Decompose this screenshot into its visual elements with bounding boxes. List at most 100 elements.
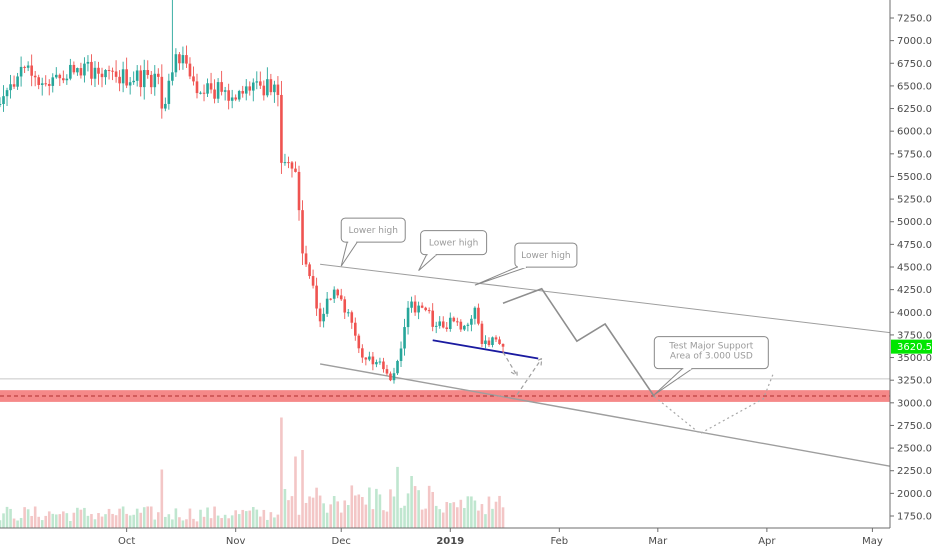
candle-body (420, 305, 424, 308)
y-tick-label: 2750.0 (897, 421, 932, 432)
y-tick-label: 6000.0 (897, 127, 932, 138)
candle-body (12, 84, 16, 87)
volume-bar (100, 516, 104, 528)
candle-body (304, 253, 308, 265)
volume-bar (65, 513, 69, 528)
candle-body (33, 75, 37, 78)
candle-body (192, 76, 195, 82)
callout-text: Test Major Support (668, 342, 753, 352)
y-tick-label: 7250.0 (897, 14, 932, 25)
candle-body (135, 70, 139, 81)
volume-bar (125, 513, 128, 528)
candle-body (431, 310, 434, 327)
volume-bar (389, 489, 392, 528)
volume-bar (132, 514, 135, 528)
volume-bar (90, 514, 93, 528)
callout-box (653, 336, 769, 370)
candle-body (90, 61, 93, 79)
candle-body (44, 83, 48, 85)
volume-bar (44, 515, 48, 528)
candle-body (410, 301, 413, 308)
candle-body (311, 276, 315, 286)
volume-bar (62, 511, 65, 528)
candle-body (237, 91, 241, 100)
candle-body (389, 373, 392, 381)
volume-bar (188, 508, 192, 528)
callout: Lower high (474, 242, 578, 286)
volume-bar (220, 518, 223, 528)
projection-path (502, 287, 655, 397)
volume-bar (5, 506, 9, 528)
candle-body (65, 78, 69, 81)
y-tick-label: 4500.0 (897, 263, 932, 274)
callout-box (514, 242, 578, 268)
volume-bar (290, 496, 294, 528)
volume-bar (420, 509, 424, 528)
volume-bar (251, 507, 255, 528)
volume-bar (93, 519, 97, 528)
volume-bars (0, 417, 505, 528)
candle-body (378, 361, 382, 363)
candle-body (111, 70, 114, 72)
y-tick-label: 4250.0 (897, 285, 932, 296)
volume-bar (339, 512, 343, 528)
candle-body (491, 337, 494, 345)
candle-body (448, 317, 452, 329)
volume-bar (346, 505, 350, 528)
volume-bar (354, 495, 357, 528)
short-trendline (432, 339, 539, 360)
candle-body (142, 70, 146, 88)
volume-bar (459, 499, 463, 528)
projection-arrow (516, 358, 543, 396)
volume-bar (318, 495, 322, 528)
volume-bar (139, 512, 143, 528)
volume-bar (114, 515, 118, 528)
candle-body (308, 264, 311, 277)
volume-bar (58, 514, 62, 528)
volume-bar (135, 508, 139, 528)
candle-body (107, 70, 111, 72)
candle-body (79, 68, 83, 76)
candle-body (385, 369, 389, 374)
candle-body (9, 84, 12, 91)
candle-body (322, 313, 325, 322)
candle-body (354, 322, 357, 336)
candle-body (128, 82, 132, 86)
candle-body (287, 162, 290, 164)
candle-body (5, 90, 9, 97)
volume-bar (69, 521, 72, 528)
callout-pointer (418, 254, 438, 271)
volume-bar (297, 514, 301, 528)
y-tick-label: 6250.0 (897, 104, 932, 115)
candle-body (167, 80, 171, 104)
volume-bar (83, 507, 86, 528)
candle-body (434, 325, 438, 327)
candle-body (188, 63, 192, 77)
candle-body (171, 72, 174, 81)
y-tick-label: 7000.0 (897, 36, 932, 47)
candle-body (494, 337, 498, 340)
volume-bar (30, 515, 33, 528)
y-tick-label: 5750.0 (897, 149, 932, 160)
candle-body (343, 299, 347, 313)
callouts: Lower high Lower high Lower high Test Major… (340, 217, 769, 396)
last-price-badge (891, 339, 932, 354)
volume-bar (392, 496, 396, 528)
candle-body (456, 321, 459, 323)
y-tick-label: 2250.0 (897, 466, 932, 477)
candle-body (157, 73, 160, 77)
y-tick-label: 2000.0 (897, 489, 932, 500)
y-tick-label: 1750.0 (897, 512, 932, 523)
candle-body (294, 168, 297, 172)
volume-bar (378, 494, 382, 528)
candle-body (438, 321, 442, 326)
candle-body (290, 162, 294, 169)
volume-bar (308, 496, 311, 528)
candle-body (375, 362, 378, 365)
volume-bar (181, 520, 185, 528)
volume-bar (304, 502, 308, 528)
candle-body (206, 83, 209, 94)
